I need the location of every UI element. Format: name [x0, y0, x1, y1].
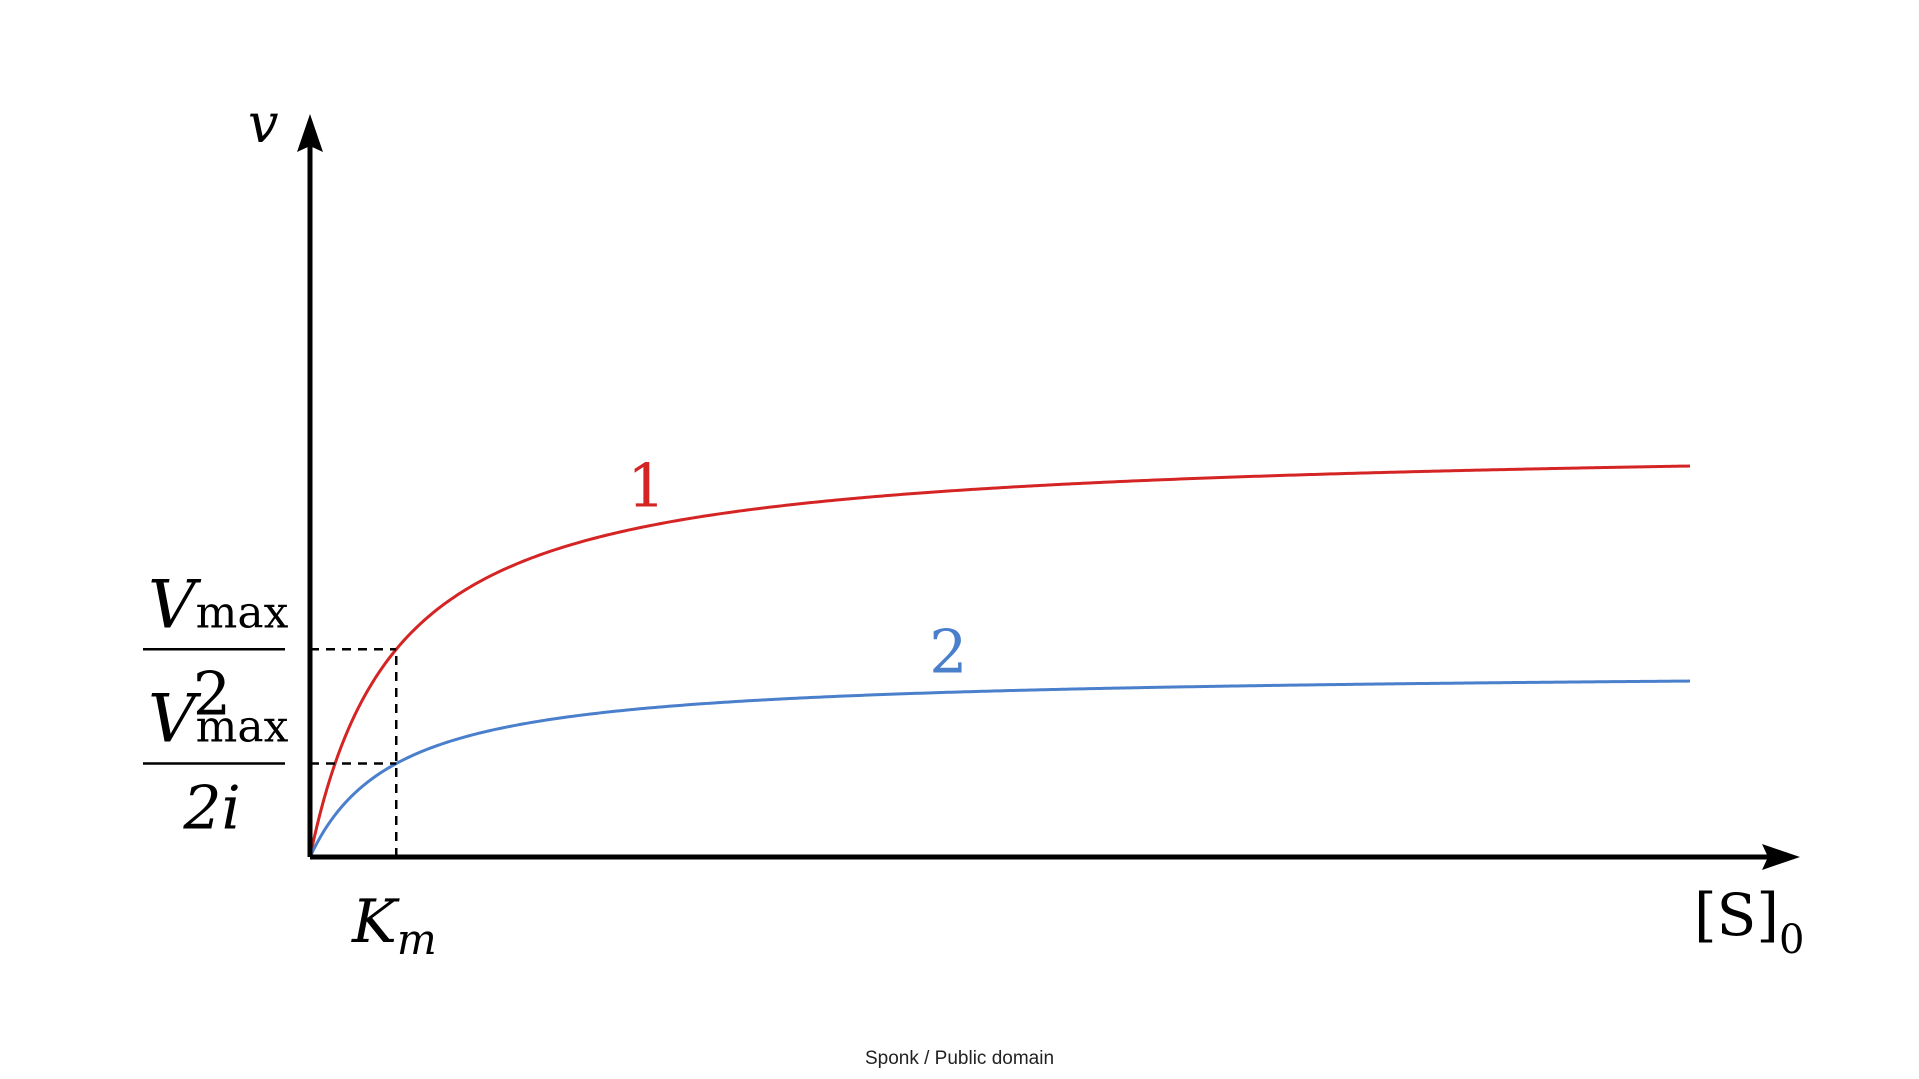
- series-2-curve: [308, 679, 1691, 858]
- km-tick-label: Km: [351, 887, 437, 964]
- series-1-label: 1: [627, 451, 665, 521]
- x-axis-arrowhead: [1762, 844, 1800, 870]
- ytick-numerator-subscript: max: [196, 702, 289, 753]
- km-label-main: K: [351, 887, 400, 957]
- ytick-label-vmax-over-2i: Vmax 2i: [143, 681, 289, 844]
- ytick-denominator: 2i: [182, 774, 240, 844]
- km-guides: [310, 648, 398, 857]
- image-credit: Sponk / Public domain: [864, 1048, 1055, 1069]
- ytick-numerator-main: V: [148, 681, 202, 758]
- ytick-label-vmax-over-2: Vmax 2: [143, 566, 289, 729]
- x-axis-label-subscript: 0: [1779, 917, 1804, 963]
- ytick-numerator: Vmax: [148, 681, 289, 758]
- series-1-curve: [308, 464, 1691, 858]
- x-axis-label-main: [S]: [1694, 881, 1779, 949]
- ytick-denominator: 2: [193, 659, 231, 729]
- x-axis-label: [S]0: [1694, 881, 1804, 963]
- ytick-numerator-subscript: max: [196, 587, 289, 638]
- km-label-subscript: m: [397, 915, 437, 964]
- ytick-numerator-main: V: [148, 566, 202, 643]
- series-2-label: 2: [929, 617, 967, 687]
- series-labels: 12: [627, 451, 967, 687]
- curves-group: [308, 464, 1691, 858]
- y-axis-label: v: [248, 92, 279, 155]
- ytick-numerator: Vmax: [148, 566, 289, 643]
- y-axis-arrowhead: [297, 114, 323, 152]
